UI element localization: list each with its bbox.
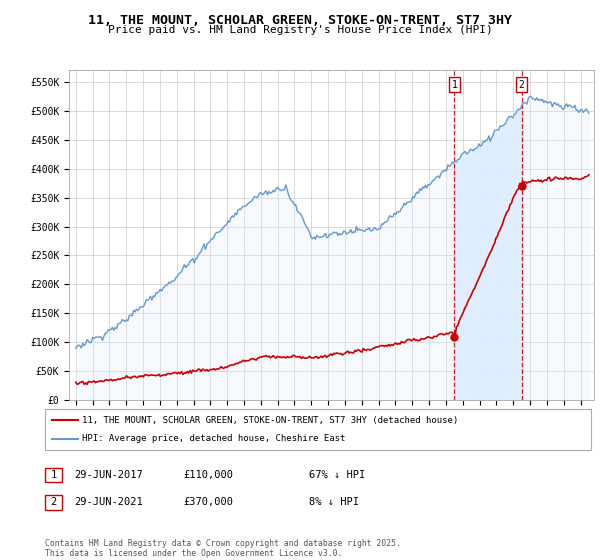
Text: 11, THE MOUNT, SCHOLAR GREEN, STOKE-ON-TRENT, ST7 3HY: 11, THE MOUNT, SCHOLAR GREEN, STOKE-ON-T… — [88, 14, 512, 27]
Text: Price paid vs. HM Land Registry's House Price Index (HPI): Price paid vs. HM Land Registry's House … — [107, 25, 493, 35]
Text: 2: 2 — [519, 80, 524, 90]
Text: HPI: Average price, detached house, Cheshire East: HPI: Average price, detached house, Ches… — [82, 435, 346, 444]
Text: 2: 2 — [50, 497, 56, 507]
Text: 67% ↓ HPI: 67% ↓ HPI — [309, 470, 365, 480]
Text: 8% ↓ HPI: 8% ↓ HPI — [309, 497, 359, 507]
Text: 29-JUN-2021: 29-JUN-2021 — [74, 497, 143, 507]
Text: 11, THE MOUNT, SCHOLAR GREEN, STOKE-ON-TRENT, ST7 3HY (detached house): 11, THE MOUNT, SCHOLAR GREEN, STOKE-ON-T… — [82, 416, 458, 424]
Text: 1: 1 — [451, 80, 457, 90]
Text: £110,000: £110,000 — [183, 470, 233, 480]
Text: Contains HM Land Registry data © Crown copyright and database right 2025.
This d: Contains HM Land Registry data © Crown c… — [45, 539, 401, 558]
Text: 1: 1 — [50, 470, 56, 480]
Text: £370,000: £370,000 — [183, 497, 233, 507]
Text: 29-JUN-2017: 29-JUN-2017 — [74, 470, 143, 480]
